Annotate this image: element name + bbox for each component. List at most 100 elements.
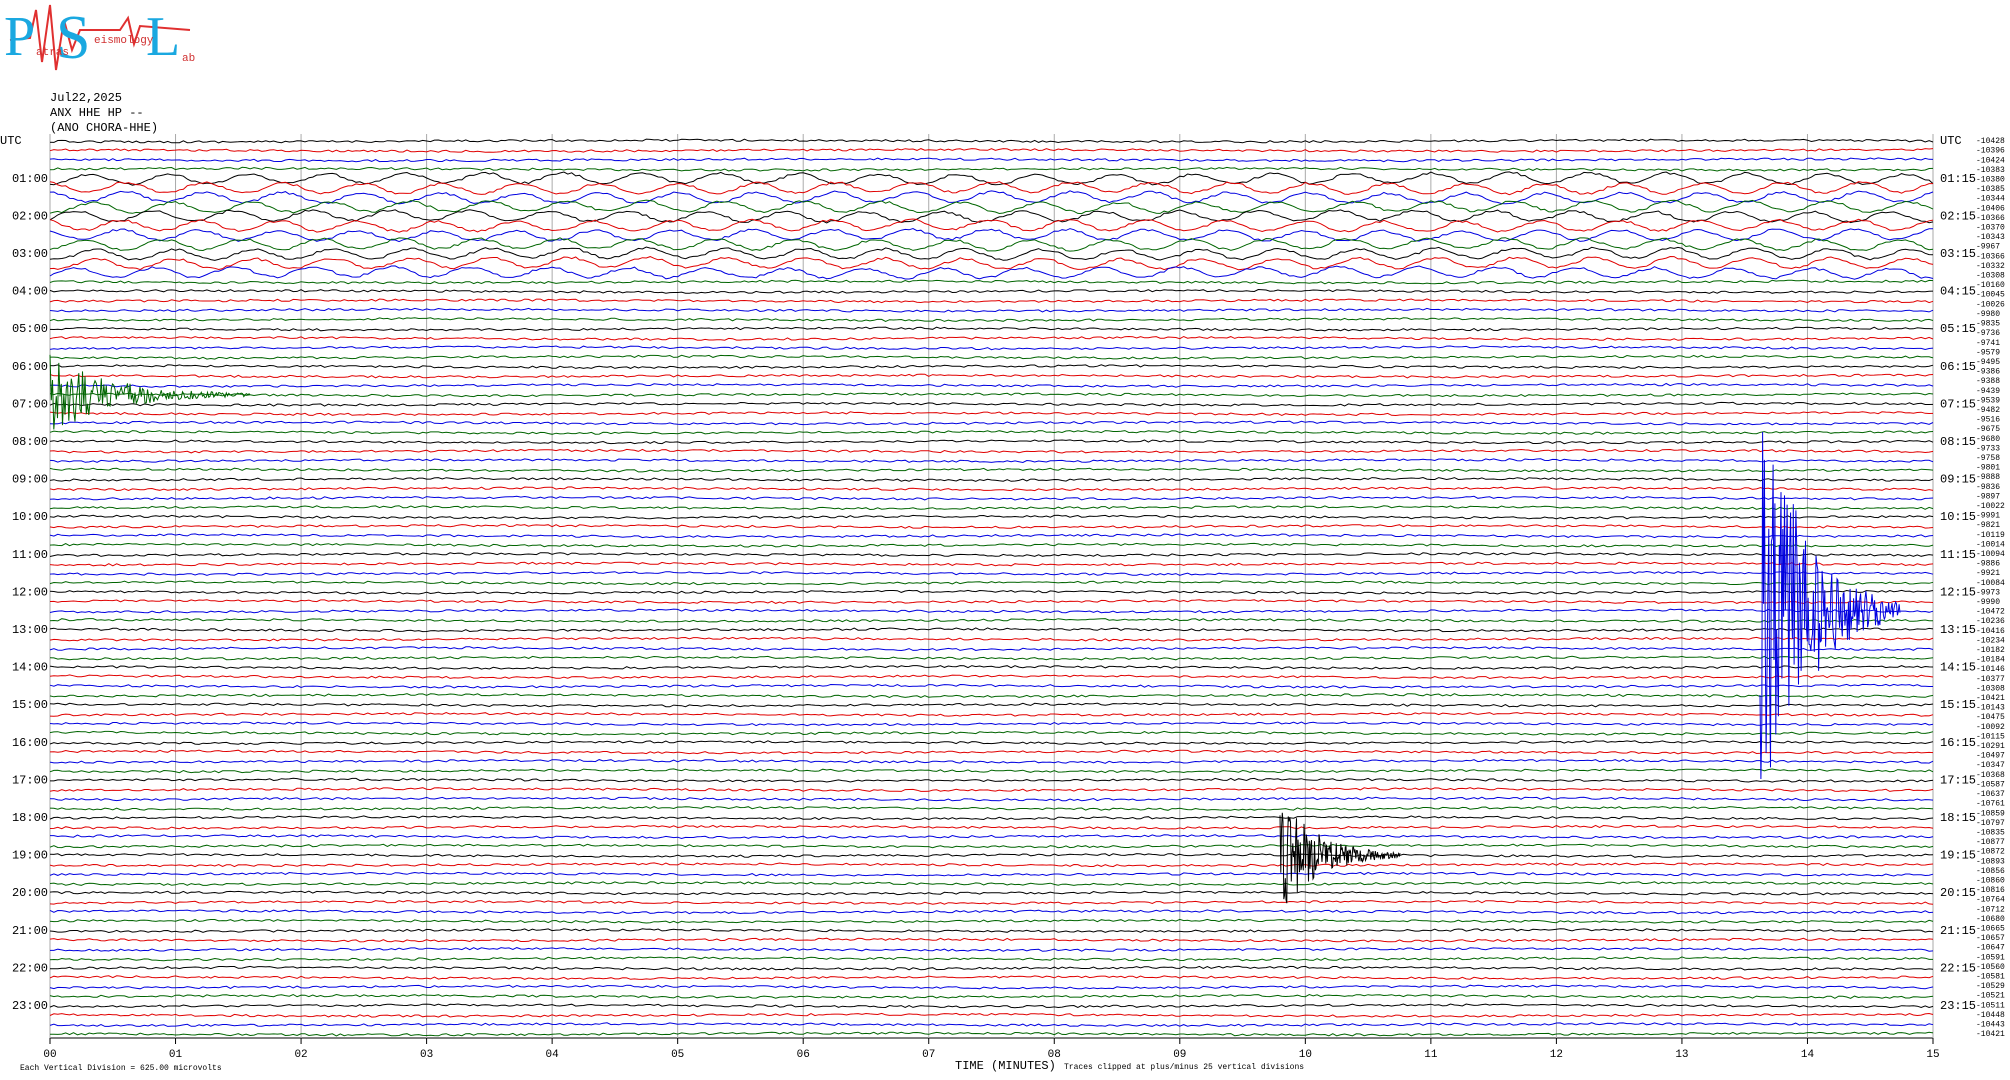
trace [49,683,1933,689]
event [1759,431,1901,780]
trace-offset: -10587 [1976,780,2005,789]
trace [49,646,1934,652]
trace-offset: -10591 [1976,953,2005,962]
trace-offset: -10022 [1976,502,2005,511]
trace [49,265,1934,280]
trace-offset: -10816 [1976,886,2005,895]
trace [49,326,1934,332]
trace-offset: -10428 [1976,137,2005,146]
hour-label: UTC [1940,134,1962,148]
trace [49,655,1934,661]
trace [49,476,1934,482]
trace [49,570,1934,576]
trace [49,552,1934,557]
trace [49,665,1934,670]
trace-offset: -10236 [1976,617,2005,626]
trace [49,514,1934,520]
trace-offset: -10366 [1976,252,2005,261]
trace-offset: -10366 [1976,214,2005,223]
hour-label: 20:15 [1940,886,1976,900]
hour-label: 03:15 [1940,247,1976,261]
trace [49,730,1934,736]
trace [49,439,1934,445]
hour-label: 17:00 [12,773,48,787]
trace-offset: -9888 [1976,473,2000,482]
hour-label: 02:15 [1940,209,1976,223]
trace [49,307,1934,313]
trace-offset: -10424 [1976,156,2005,165]
x-tick-label: 05 [671,1049,684,1061]
x-tick-label: 07 [922,1049,935,1061]
trace [49,181,1933,196]
hour-label: 05:00 [12,322,48,336]
trace [49,589,1934,595]
trace-offset: -10045 [1976,291,2005,300]
trace [49,636,1934,642]
trace-offset: -10657 [1976,934,2005,943]
trace-offset: -9821 [1976,521,2000,530]
trace-offset: -10332 [1976,262,2005,271]
trace-offset: -9386 [1976,368,2000,377]
trace [49,599,1934,604]
trace-offset: -10377 [1976,675,2005,684]
logo-letter: L [146,6,180,68]
hour-label: UTC [0,134,22,148]
hour-label: 21:00 [12,924,48,938]
hour-label: 12:15 [1940,585,1976,599]
logo-word: ab [182,53,195,65]
trace-offset: -10472 [1976,608,2005,617]
trace [49,279,1934,285]
x-tick-label: 09 [1173,1049,1186,1061]
logo-letter: S [56,4,90,72]
trace [49,768,1934,774]
trace [49,458,1934,464]
trace [49,561,1934,567]
trace-offset: -10647 [1976,944,2005,953]
trace [49,495,1934,501]
hour-label: 16:15 [1940,736,1976,750]
trace-offset: -10308 [1976,684,2005,693]
trace [49,815,1934,821]
hour-label: 04:15 [1940,285,1976,299]
hour-label: 10:15 [1940,510,1976,524]
trace [49,157,1934,163]
trace [49,392,1934,398]
hour-label: 04:00 [12,285,48,299]
trace-offset: -10291 [1976,742,2005,751]
trace [49,486,1934,492]
trace [49,721,1934,727]
trace-offset: -9973 [1976,588,2000,597]
trace-offset: -9680 [1976,435,2000,444]
trace-offset: -9741 [1976,339,2000,348]
trace [49,796,1934,802]
trace-offset: -10448 [1976,1011,2005,1020]
trace-offset: -10385 [1976,185,2005,194]
hour-label: 01:15 [1940,172,1976,186]
trace-offset: -9733 [1976,444,2000,453]
trace-offset: -9967 [1976,243,2000,252]
trace-offset: -9886 [1976,560,2000,569]
x-tick-label: 12 [1550,1049,1563,1061]
x-tick-label: 08 [1048,1049,1061,1061]
logo-word: atras [36,47,69,59]
trace-offset: -10115 [1976,732,2005,741]
trace [49,335,1934,341]
trace-offset: -10764 [1976,896,2005,905]
hour-label: 17:15 [1940,773,1976,787]
trace-offset: -10797 [1976,819,2005,828]
hour-label: 06:00 [12,360,48,374]
trace [49,148,1934,153]
hour-label: 10:00 [12,510,48,524]
trace-offset: -10680 [1976,915,2005,924]
trace [49,928,1934,934]
hour-label: 22:00 [12,961,48,975]
trace-offset: -10026 [1976,300,2005,309]
trace [49,881,1934,886]
trace-offset: -9539 [1976,396,2000,405]
trace-offset: -10119 [1976,531,2005,540]
trace [49,1003,1934,1009]
trace [49,542,1934,548]
hour-label: 08:00 [12,435,48,449]
hour-label: 02:00 [12,209,48,223]
